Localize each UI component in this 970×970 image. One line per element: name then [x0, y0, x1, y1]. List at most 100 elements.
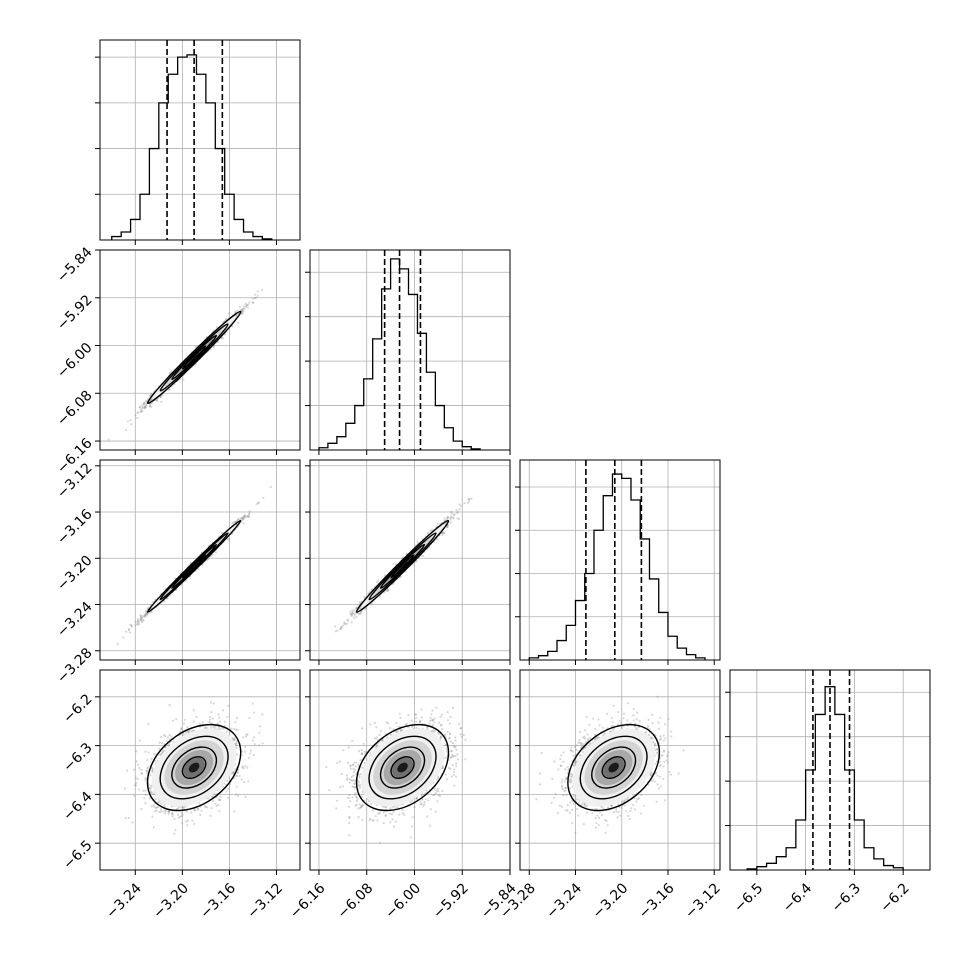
histogram-bar	[225, 194, 234, 240]
histogram-bar	[149, 149, 158, 240]
sample-point	[241, 516, 244, 519]
sample-point	[150, 398, 153, 401]
histogram-bar	[337, 437, 346, 450]
sample-point	[248, 301, 251, 304]
sample-point	[141, 618, 144, 622]
sample-point	[136, 622, 140, 625]
sample-point	[244, 514, 247, 517]
sample-point	[141, 406, 144, 409]
sample-point	[269, 485, 272, 488]
sample-point	[134, 414, 137, 417]
panel-frame	[519, 459, 721, 661]
sample-point	[443, 532, 446, 535]
sample-point	[231, 521, 234, 524]
sample-point	[169, 371, 172, 374]
sample-point	[144, 406, 147, 409]
histogram-bar	[603, 496, 612, 660]
sample-point	[145, 404, 148, 407]
sample-point	[143, 401, 146, 405]
sample-point	[429, 529, 432, 532]
sample-point	[245, 304, 248, 307]
sample-point	[364, 608, 368, 611]
sample-point	[149, 405, 153, 408]
sample-point	[143, 405, 146, 408]
sample-point	[130, 624, 133, 627]
sample-point	[241, 517, 244, 520]
sample-point	[243, 515, 246, 518]
sample-point	[144, 610, 147, 613]
sample-point	[241, 307, 244, 310]
sample-point	[127, 628, 130, 631]
sample-point	[358, 612, 362, 615]
sample-point	[242, 305, 246, 308]
sample-point	[136, 412, 139, 415]
histogram-bar	[168, 74, 177, 240]
scatter-panel-1-0: −6.16−6.08−6.00−5.92−5.84	[54, 244, 300, 477]
sample-point	[129, 624, 132, 627]
sample-point	[248, 512, 251, 515]
sample-point	[242, 518, 245, 521]
sample-point	[221, 531, 224, 535]
sample-point	[336, 629, 339, 632]
histogram-bar	[612, 474, 621, 660]
sample-point	[256, 290, 259, 293]
sample-point	[130, 625, 134, 628]
sample-point	[223, 333, 227, 336]
sample-point	[452, 513, 456, 516]
contour-line	[171, 334, 218, 381]
sample-point	[253, 293, 256, 296]
sample-point	[142, 619, 145, 622]
y-tick-label: −3.16	[54, 506, 96, 548]
sample-point	[226, 538, 230, 541]
sample-point	[242, 516, 245, 519]
sample-point	[147, 606, 150, 610]
sample-point	[140, 410, 143, 413]
sample-point	[143, 405, 146, 409]
sample-point	[242, 515, 246, 518]
histogram-step	[111, 54, 273, 240]
sample-point	[236, 321, 240, 325]
sample-point	[237, 518, 240, 521]
contour-line	[171, 543, 218, 589]
sample-point	[145, 612, 148, 616]
sample-point	[228, 312, 231, 315]
y-tick-label: −3.24	[54, 599, 96, 641]
histogram-bar	[444, 428, 453, 450]
sample-point	[257, 501, 260, 504]
sample-point	[149, 611, 152, 614]
sample-point	[207, 557, 210, 561]
sample-point	[149, 393, 152, 397]
sample-point	[138, 406, 141, 409]
sample-point	[262, 496, 265, 500]
sample-point	[149, 399, 152, 403]
sample-point	[146, 612, 149, 615]
sample-point	[248, 515, 251, 518]
contour-line	[146, 310, 242, 405]
histogram-bar	[121, 232, 130, 240]
histogram-bar	[631, 500, 640, 660]
histogram-bar	[786, 848, 796, 870]
histogram-bar	[206, 103, 215, 240]
sample-point	[136, 620, 139, 624]
panel-contents	[333, 497, 473, 633]
scatter-panel-2-1	[305, 460, 511, 665]
panel-frame	[309, 249, 511, 451]
histogram-bar	[806, 770, 816, 870]
histogram-bar	[453, 441, 462, 450]
sample-point	[256, 294, 259, 297]
histogram-bar	[575, 601, 584, 660]
histogram-bar	[796, 820, 806, 870]
histogram-bar	[622, 478, 631, 660]
sample-point	[214, 551, 217, 554]
y-tick-label: −3.28	[54, 645, 96, 687]
sample-point	[243, 307, 246, 310]
sample-point	[446, 516, 449, 519]
histogram-bar	[854, 820, 864, 870]
histogram-bar	[659, 612, 668, 660]
histogram-bar	[884, 866, 894, 870]
histogram-bar	[767, 863, 777, 870]
sample-point	[139, 618, 142, 621]
sample-point	[360, 610, 363, 613]
sample-point	[144, 399, 147, 402]
histogram-bar	[131, 219, 140, 240]
